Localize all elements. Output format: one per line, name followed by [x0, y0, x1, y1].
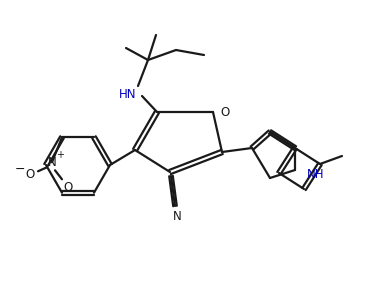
Text: +: + [56, 150, 64, 160]
Text: HN: HN [119, 88, 137, 100]
Text: −: − [15, 163, 25, 176]
Text: O: O [63, 181, 73, 194]
Text: N: N [173, 209, 181, 222]
Text: N: N [48, 156, 56, 169]
Text: O: O [26, 168, 35, 181]
Text: NH: NH [307, 168, 324, 180]
Text: O: O [220, 105, 229, 118]
